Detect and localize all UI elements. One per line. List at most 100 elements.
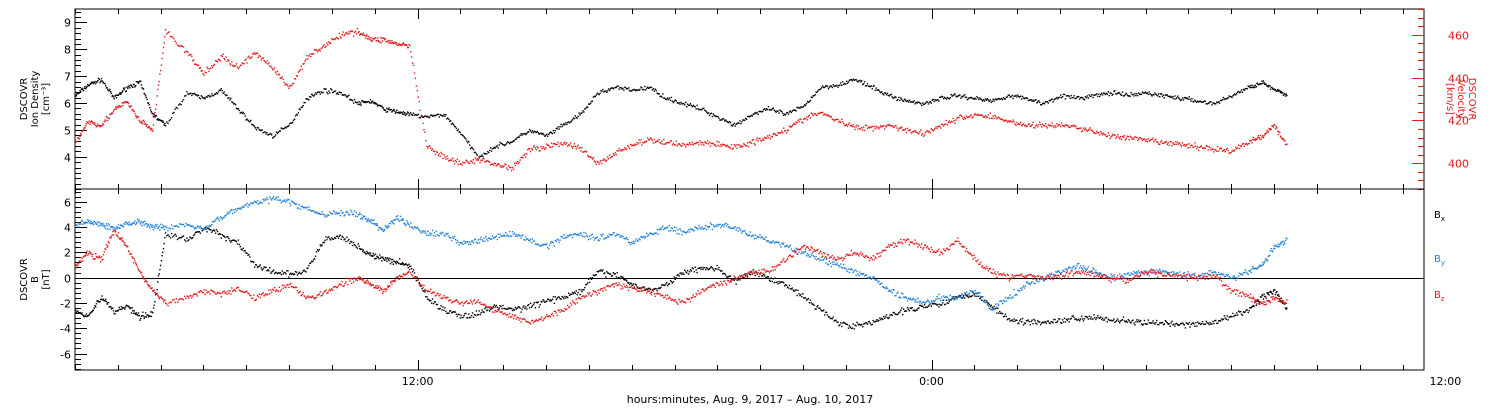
by-point [627, 241, 630, 243]
density-point [418, 117, 420, 119]
by-point [223, 216, 225, 219]
velocity-point [711, 142, 714, 145]
velocity-point [1053, 126, 1055, 129]
density-point [299, 108, 301, 111]
density-point [744, 119, 746, 121]
velocity-point [1139, 136, 1141, 139]
by-point [691, 228, 694, 230]
bx-point [1052, 322, 1054, 324]
density-point [625, 87, 627, 89]
by-point [179, 223, 181, 225]
bx-point [658, 287, 660, 289]
by-point [586, 234, 588, 237]
bx-point [882, 318, 884, 321]
velocity-point [956, 117, 958, 119]
bx-point [614, 273, 616, 275]
by-point [568, 234, 571, 236]
by-point [531, 238, 534, 240]
bx-point [1281, 300, 1283, 302]
by-point [104, 225, 106, 227]
velocity-point [669, 140, 672, 142]
velocity-point [1160, 140, 1163, 142]
velocity-point [554, 143, 556, 145]
density-point [915, 101, 917, 104]
bx-point [129, 307, 131, 310]
density-point [1018, 96, 1020, 98]
bx-point [1070, 317, 1072, 320]
density-point [817, 90, 819, 92]
by-point [394, 219, 396, 221]
velocity-point [314, 49, 317, 51]
density-point [164, 125, 167, 127]
by-point [106, 225, 108, 227]
velocity-point [566, 142, 568, 144]
bx-point [207, 227, 209, 230]
density-point [1007, 94, 1009, 96]
velocity-point [237, 68, 240, 70]
bx-point [686, 272, 688, 274]
velocity-point [207, 68, 209, 70]
bx-point [1160, 322, 1163, 324]
velocity-point [158, 80, 160, 83]
bx-point [656, 290, 658, 292]
by-point [653, 232, 655, 235]
bx-point [573, 291, 576, 293]
bx-point [872, 319, 874, 322]
bx-point [158, 273, 160, 275]
by-point [370, 219, 372, 221]
bx-point [290, 272, 292, 274]
bx-point [945, 299, 948, 301]
bx-point [570, 293, 573, 295]
velocity-point [355, 33, 358, 35]
bx-point [765, 277, 767, 279]
velocity-point [579, 146, 581, 149]
density-point [661, 96, 663, 98]
bx-point [939, 303, 941, 306]
velocity-point [415, 85, 418, 87]
velocity-point [517, 163, 519, 165]
density-point [326, 91, 328, 93]
bx-point [776, 281, 778, 283]
density-point [607, 90, 609, 92]
density-point [1035, 99, 1037, 101]
bx-point [711, 267, 714, 269]
velocity-point [198, 67, 201, 69]
bx-point [514, 306, 517, 309]
velocity-point [801, 121, 803, 123]
by-point [381, 229, 383, 231]
bx-point [1098, 317, 1100, 319]
bx-point [650, 291, 653, 294]
velocity-point [957, 116, 959, 118]
density-point [1221, 99, 1224, 101]
density-point [1137, 94, 1139, 97]
bx-point [1252, 304, 1255, 307]
by-point [628, 241, 631, 244]
density-point [1253, 85, 1255, 87]
bx-point [832, 316, 834, 318]
bx-point [347, 240, 349, 242]
by-point [88, 222, 90, 224]
bx-point [798, 293, 800, 295]
velocity-point [997, 116, 999, 119]
velocity-point [591, 158, 594, 160]
velocity-point [968, 116, 970, 118]
by-point [357, 213, 359, 216]
by-point [245, 204, 247, 206]
density-point [1078, 95, 1080, 98]
density-point [234, 103, 237, 106]
density-point [118, 93, 120, 95]
velocity-point [107, 119, 109, 122]
density-point [704, 109, 706, 112]
velocity-point [894, 125, 896, 127]
velocity-point [1133, 138, 1135, 140]
velocity-point [397, 44, 399, 46]
by-point [111, 226, 113, 229]
density-point [1205, 103, 1207, 105]
by-point [361, 217, 363, 219]
by-point [443, 234, 445, 237]
bx-point [438, 308, 440, 310]
bx-point [556, 297, 558, 299]
by-point [332, 213, 334, 215]
density-point [926, 101, 929, 103]
by-point [650, 232, 653, 235]
